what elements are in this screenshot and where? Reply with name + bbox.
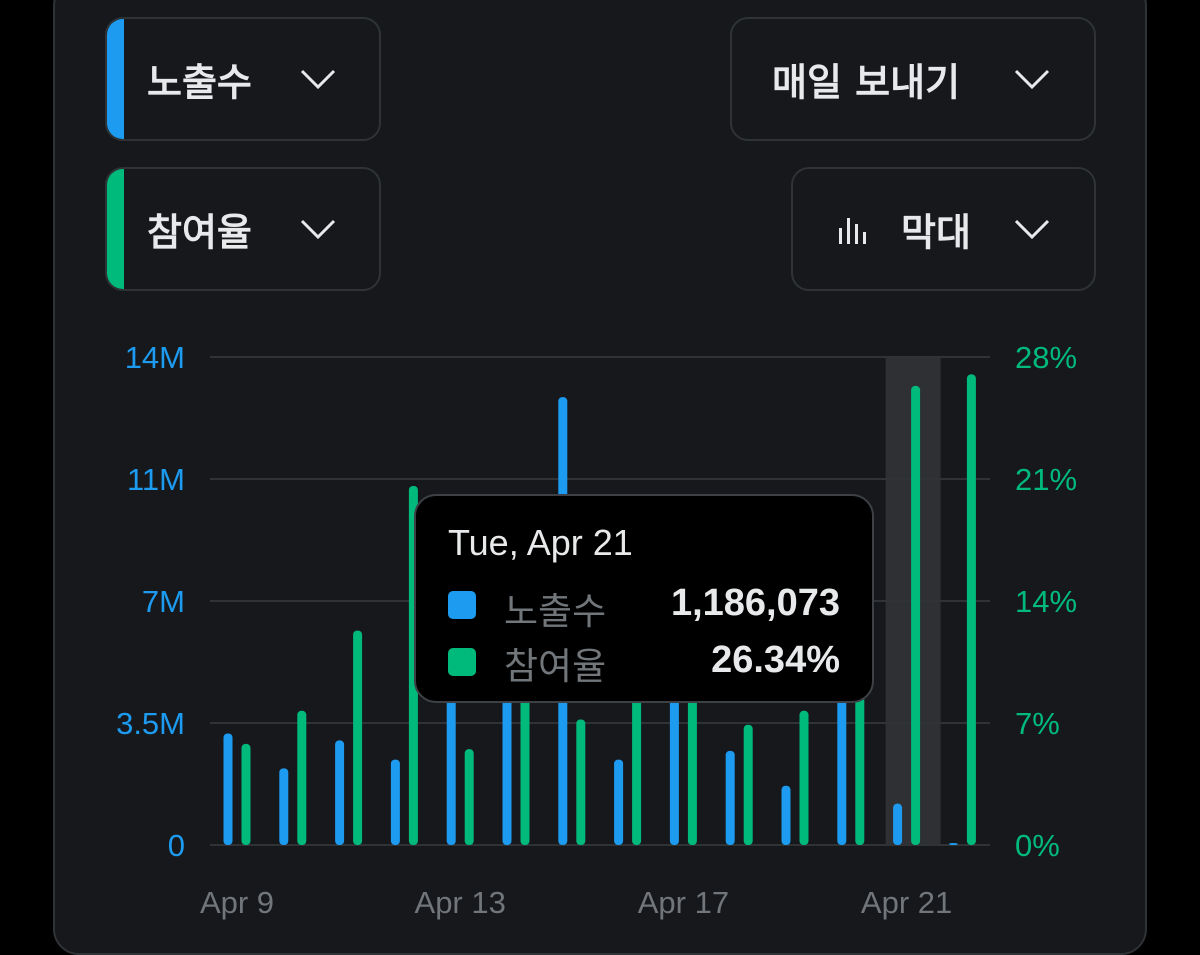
metric2-dropdown[interactable]: 참여율 <box>105 167 381 291</box>
impressions-bar <box>446 688 456 845</box>
impressions-bar <box>223 733 233 845</box>
chart-type-dropdown[interactable]: 막대 <box>791 167 1096 291</box>
metric2-color-bar <box>107 169 124 289</box>
engagement-bar <box>743 724 753 845</box>
impressions-bar <box>335 740 345 845</box>
chart-type-label: 막대 <box>901 210 971 255</box>
engagement-bar <box>855 693 865 845</box>
y-left-tick-label: 14M <box>125 340 185 375</box>
impressions-bar <box>948 843 958 845</box>
metric1-dropdown[interactable]: 노출수 <box>105 17 381 141</box>
engagement-bar <box>520 695 530 845</box>
tooltip-engagement-value: 26.34% <box>711 639 840 681</box>
chevron-down-icon <box>1014 69 1050 89</box>
y-right-tick-label: 21% <box>1015 462 1077 497</box>
y-left-tick-label: 3.5M <box>116 706 185 741</box>
engagement-bar <box>966 374 976 845</box>
frequency-dropdown[interactable]: 매일 보내기 <box>730 17 1096 141</box>
impressions-bar <box>390 759 400 845</box>
tooltip-impressions-swatch <box>448 591 476 619</box>
impressions-bar <box>725 750 735 845</box>
impressions-bar <box>837 698 847 845</box>
engagement-bar <box>241 743 251 845</box>
y-right-tick-label: 14% <box>1015 584 1077 619</box>
y-left-tick-label: 11M <box>127 462 185 497</box>
analytics-card <box>53 0 1147 955</box>
x-tick-label: Apr 21 <box>861 885 952 920</box>
engagement-bar <box>911 385 921 845</box>
engagement-bar <box>799 710 809 845</box>
y-right-tick-label: 0% <box>1015 828 1060 863</box>
chevron-down-icon <box>300 69 336 89</box>
metric1-label: 노출수 <box>147 60 252 105</box>
engagement-bar <box>576 719 586 845</box>
chevron-down-icon <box>1014 219 1050 239</box>
tooltip-engagement-swatch <box>448 648 476 676</box>
metric2-label: 참여율 <box>147 210 252 255</box>
impressions-bar <box>614 759 624 845</box>
impressions-bar <box>781 785 791 845</box>
engagement-bar <box>297 710 307 845</box>
metric1-color-bar <box>107 19 124 139</box>
engagement-bar <box>464 749 474 845</box>
x-tick-label: Apr 17 <box>638 885 729 920</box>
frequency-label: 매일 보내기 <box>772 60 961 105</box>
y-left-tick-label: 0 <box>168 828 185 863</box>
impressions-bar <box>893 803 903 845</box>
tooltip-engagement-label: 참여율 <box>504 645 607 688</box>
chevron-down-icon <box>300 219 336 239</box>
tooltip-impressions-value: 1,186,073 <box>670 582 840 624</box>
bar-chart-icon <box>839 218 866 244</box>
chart-tooltip: Tue, Apr 21 노출수 1,186,073 참여율 26.34% <box>414 494 874 703</box>
tooltip-impressions-label: 노출수 <box>504 590 607 633</box>
y-right-tick-label: 28% <box>1015 340 1077 375</box>
x-tick-label: Apr 9 <box>200 885 274 920</box>
impressions-bar <box>669 660 679 845</box>
tooltip-date: Tue, Apr 21 <box>448 522 633 563</box>
y-left-tick-label: 7M <box>142 584 185 619</box>
impressions-bar <box>279 768 289 845</box>
engagement-bar <box>353 630 363 845</box>
y-right-tick-label: 7% <box>1015 706 1060 741</box>
x-tick-label: Apr 13 <box>415 885 506 920</box>
